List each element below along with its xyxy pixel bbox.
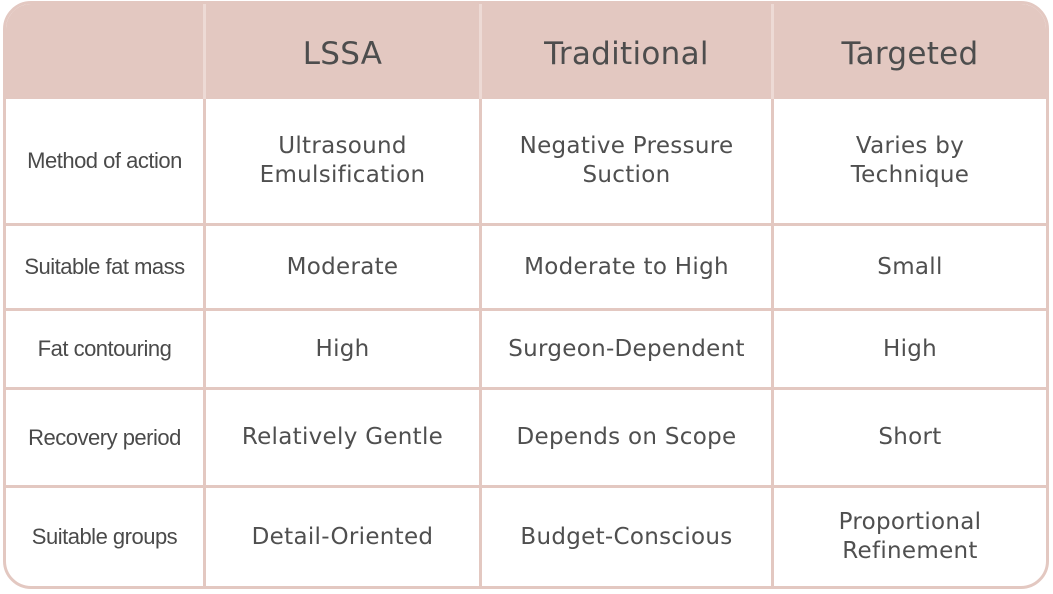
cell-recovery-traditional: Depends on Scope bbox=[482, 390, 774, 488]
row-label-fat-contouring: Fat contouring bbox=[6, 311, 206, 390]
header-traditional: Traditional bbox=[482, 4, 774, 99]
row-label-suitable-fat-mass: Suitable fat mass bbox=[6, 226, 206, 311]
cell-recovery-targeted: Short bbox=[774, 390, 1046, 488]
cell-fat-mass-targeted: Small bbox=[774, 226, 1046, 311]
header-lssa: LSSA bbox=[206, 4, 482, 99]
header-targeted: Targeted bbox=[774, 4, 1046, 99]
cell-groups-traditional: Budget-Conscious bbox=[482, 488, 774, 586]
row-label-recovery-period: Recovery period bbox=[6, 390, 206, 488]
cell-method-lssa: Ultrasound Emulsification bbox=[206, 99, 482, 226]
cell-method-targeted: Varies by Technique bbox=[774, 99, 1046, 226]
cell-fat-mass-lssa: Moderate bbox=[206, 226, 482, 311]
row-label-method-of-action: Method of action bbox=[6, 99, 206, 226]
comparison-table: LSSA Traditional Targeted Method of acti… bbox=[3, 1, 1049, 589]
cell-recovery-lssa: Relatively Gentle bbox=[206, 390, 482, 488]
cell-groups-lssa: Detail-Oriented bbox=[206, 488, 482, 586]
cell-contouring-traditional: Surgeon-Dependent bbox=[482, 311, 774, 390]
cell-contouring-targeted: High bbox=[774, 311, 1046, 390]
cell-method-traditional: Negative Pressure Suction bbox=[482, 99, 774, 226]
cell-fat-mass-traditional: Moderate to High bbox=[482, 226, 774, 311]
cell-contouring-lssa: High bbox=[206, 311, 482, 390]
comparison-grid: LSSA Traditional Targeted Method of acti… bbox=[6, 4, 1046, 586]
header-corner-cell bbox=[6, 4, 206, 99]
cell-groups-targeted: Proportional Refinement bbox=[838, 509, 982, 564]
row-label-suitable-groups: Suitable groups bbox=[6, 488, 206, 586]
